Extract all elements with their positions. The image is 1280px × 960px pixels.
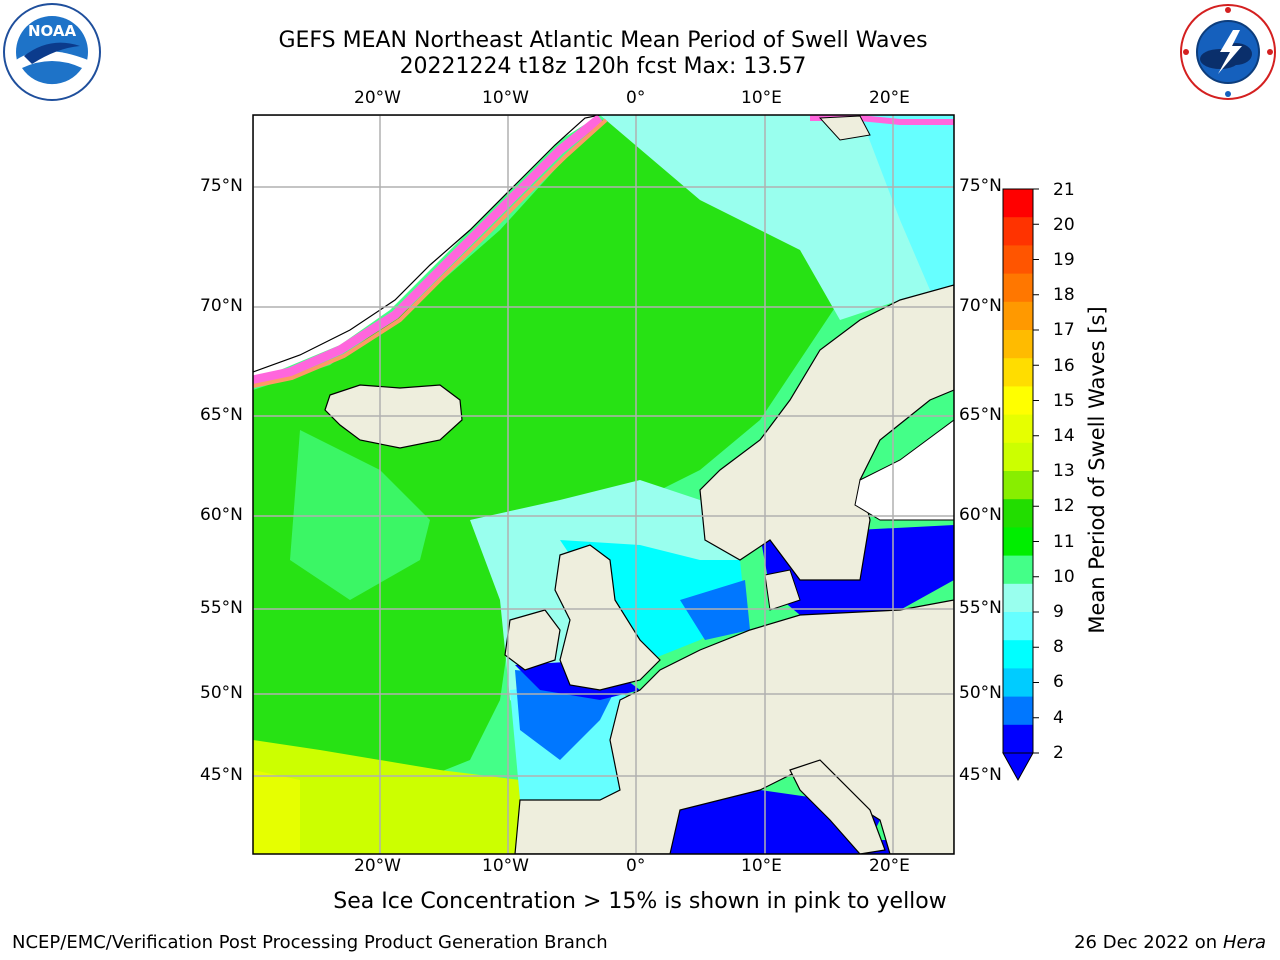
lon-label-top-20e: 20°E: [869, 88, 910, 108]
mediterranean-sea: [670, 790, 954, 854]
gulf-of-bothnia-ice: [854, 419, 954, 521]
lat-label-right-65n: 65°N: [959, 405, 1002, 425]
credit-text: NCEP/EMC/Verification Post Processing Pr…: [12, 932, 608, 953]
map-frame: [252, 114, 955, 855]
lat-label-right-75n: 75°N: [959, 176, 1002, 196]
nws-logo: [1180, 4, 1276, 100]
colorbar-segment: [1003, 301, 1033, 331]
colorbar-tick: 9: [1053, 602, 1064, 622]
colorbar-segment: [1003, 696, 1033, 726]
colorbar-tick: 6: [1053, 672, 1064, 692]
swell-zone-9s-west: [290, 430, 430, 600]
colorbar-segment: [1003, 555, 1033, 585]
colorbar-segment: [1003, 640, 1033, 669]
colorbar-segment: [1003, 583, 1033, 613]
svg-text:NOAA: NOAA: [28, 22, 77, 40]
colorbar-segment: [1003, 724, 1033, 754]
lon-label-bottom-10w: 10°W: [482, 856, 529, 876]
italy: [789, 759, 886, 854]
colorbar-label: Mean Period of Swell Waves [s]: [1085, 306, 1109, 634]
swell-zone-8s-north: [600, 115, 954, 320]
lat-label-right-60n: 60°N: [959, 505, 1002, 525]
graticule: [253, 115, 954, 854]
great-britain: [554, 544, 661, 691]
swell-zone-2-4s-northsea: [680, 580, 750, 640]
lat-label-left-55n: 55°N: [200, 598, 243, 618]
colorbar-segment: [1003, 527, 1033, 557]
lon-label-bottom-10e: 10°E: [741, 856, 782, 876]
colorbar-tick: 8: [1053, 637, 1064, 657]
lat-label-left-50n: 50°N: [200, 683, 243, 703]
machine-name: Hera: [1222, 932, 1266, 953]
colorbar-segment: [1003, 358, 1033, 387]
lon-label-top-10e: 10°E: [741, 88, 782, 108]
lat-label-right-45n: 45°N: [959, 765, 1002, 785]
colorbar-segment: [1003, 386, 1033, 416]
colorbar-tick: 11: [1053, 532, 1075, 552]
colorbar: [1002, 188, 1039, 782]
colorbar-tick: 21: [1053, 180, 1075, 200]
colorbar-segment: [1003, 273, 1033, 303]
colorbar-tick: 19: [1053, 250, 1075, 270]
lon-label-bottom-20w: 20°W: [354, 856, 401, 876]
noaa-logo: NOAA: [3, 3, 101, 101]
colorbar-tick: 17: [1053, 320, 1075, 340]
lon-label-bottom-20e: 20°E: [869, 856, 910, 876]
lat-label-left-65n: 65°N: [200, 405, 243, 425]
scandinavia: [699, 284, 954, 581]
colorbar-tick: 12: [1053, 496, 1075, 516]
lon-label-top-10w: 10°W: [482, 88, 529, 108]
denmark: [764, 569, 801, 611]
lat-label-left-45n: 45°N: [200, 765, 243, 785]
swell-zone-12-13s: [253, 740, 525, 854]
colorbar-segment: [1003, 414, 1033, 444]
lon-label-bottom-0: 0°: [626, 856, 646, 876]
colorbar-under-arrow: [1002, 752, 1034, 782]
colorbar-segment: [1003, 189, 1033, 218]
lon-label-top-20w: 20°W: [354, 88, 401, 108]
colorbar-tick: 15: [1053, 391, 1075, 411]
lat-label-right-70n: 70°N: [959, 296, 1002, 316]
lon-label-top-0: 0°: [626, 88, 646, 108]
colorbar-segment: [1003, 217, 1033, 246]
title-line-2: 20221224 t18z 120h fcst Max: 13.57: [399, 54, 807, 79]
colorbar-tick: 13: [1053, 461, 1075, 481]
colorbar-tick: 16: [1053, 356, 1075, 376]
lat-label-left-70n: 70°N: [200, 296, 243, 316]
date-label: 26 Dec 2022 on: [1074, 932, 1218, 953]
sea-ice-edge-inner: [253, 118, 608, 388]
sea-ice-edge: [253, 115, 603, 385]
swell-zone-13-14s: [253, 770, 300, 854]
lat-label-right-50n: 50°N: [959, 683, 1002, 703]
colorbar-segment: [1003, 668, 1033, 698]
ireland: [504, 609, 561, 671]
lat-label-right-55n: 55°N: [959, 598, 1002, 618]
colorbar-segment: [1003, 499, 1033, 528]
colorbar-segment: [1003, 330, 1033, 359]
colorbar-tick: 14: [1053, 426, 1075, 446]
colorbar-segment: [1003, 442, 1033, 472]
colorbar-tick: 4: [1053, 708, 1064, 728]
swell-zone-6-8s-northeast: [860, 115, 954, 300]
colorbar-tick: 10: [1053, 567, 1075, 587]
title-line-1: GEFS MEAN Northeast Atlantic Mean Period…: [278, 28, 928, 53]
colorbar-segment: [1003, 245, 1033, 275]
colorbar-segment: [1003, 612, 1033, 641]
colorbar-tick: 18: [1053, 285, 1075, 305]
lat-label-left-60n: 60°N: [200, 505, 243, 525]
lat-label-left-75n: 75°N: [200, 176, 243, 196]
swell-zone-10-11s: [253, 115, 840, 790]
colorbar-segment: [1003, 471, 1033, 500]
sea-ice-note: Sea Ice Concentration > 15% is shown in …: [333, 889, 947, 914]
colorbar-tick: 2: [1053, 743, 1064, 763]
date-text: 26 Dec 2022 on Hera: [1074, 932, 1266, 953]
colorbar-tick: 20: [1053, 215, 1075, 235]
svalbard: [818, 115, 871, 141]
